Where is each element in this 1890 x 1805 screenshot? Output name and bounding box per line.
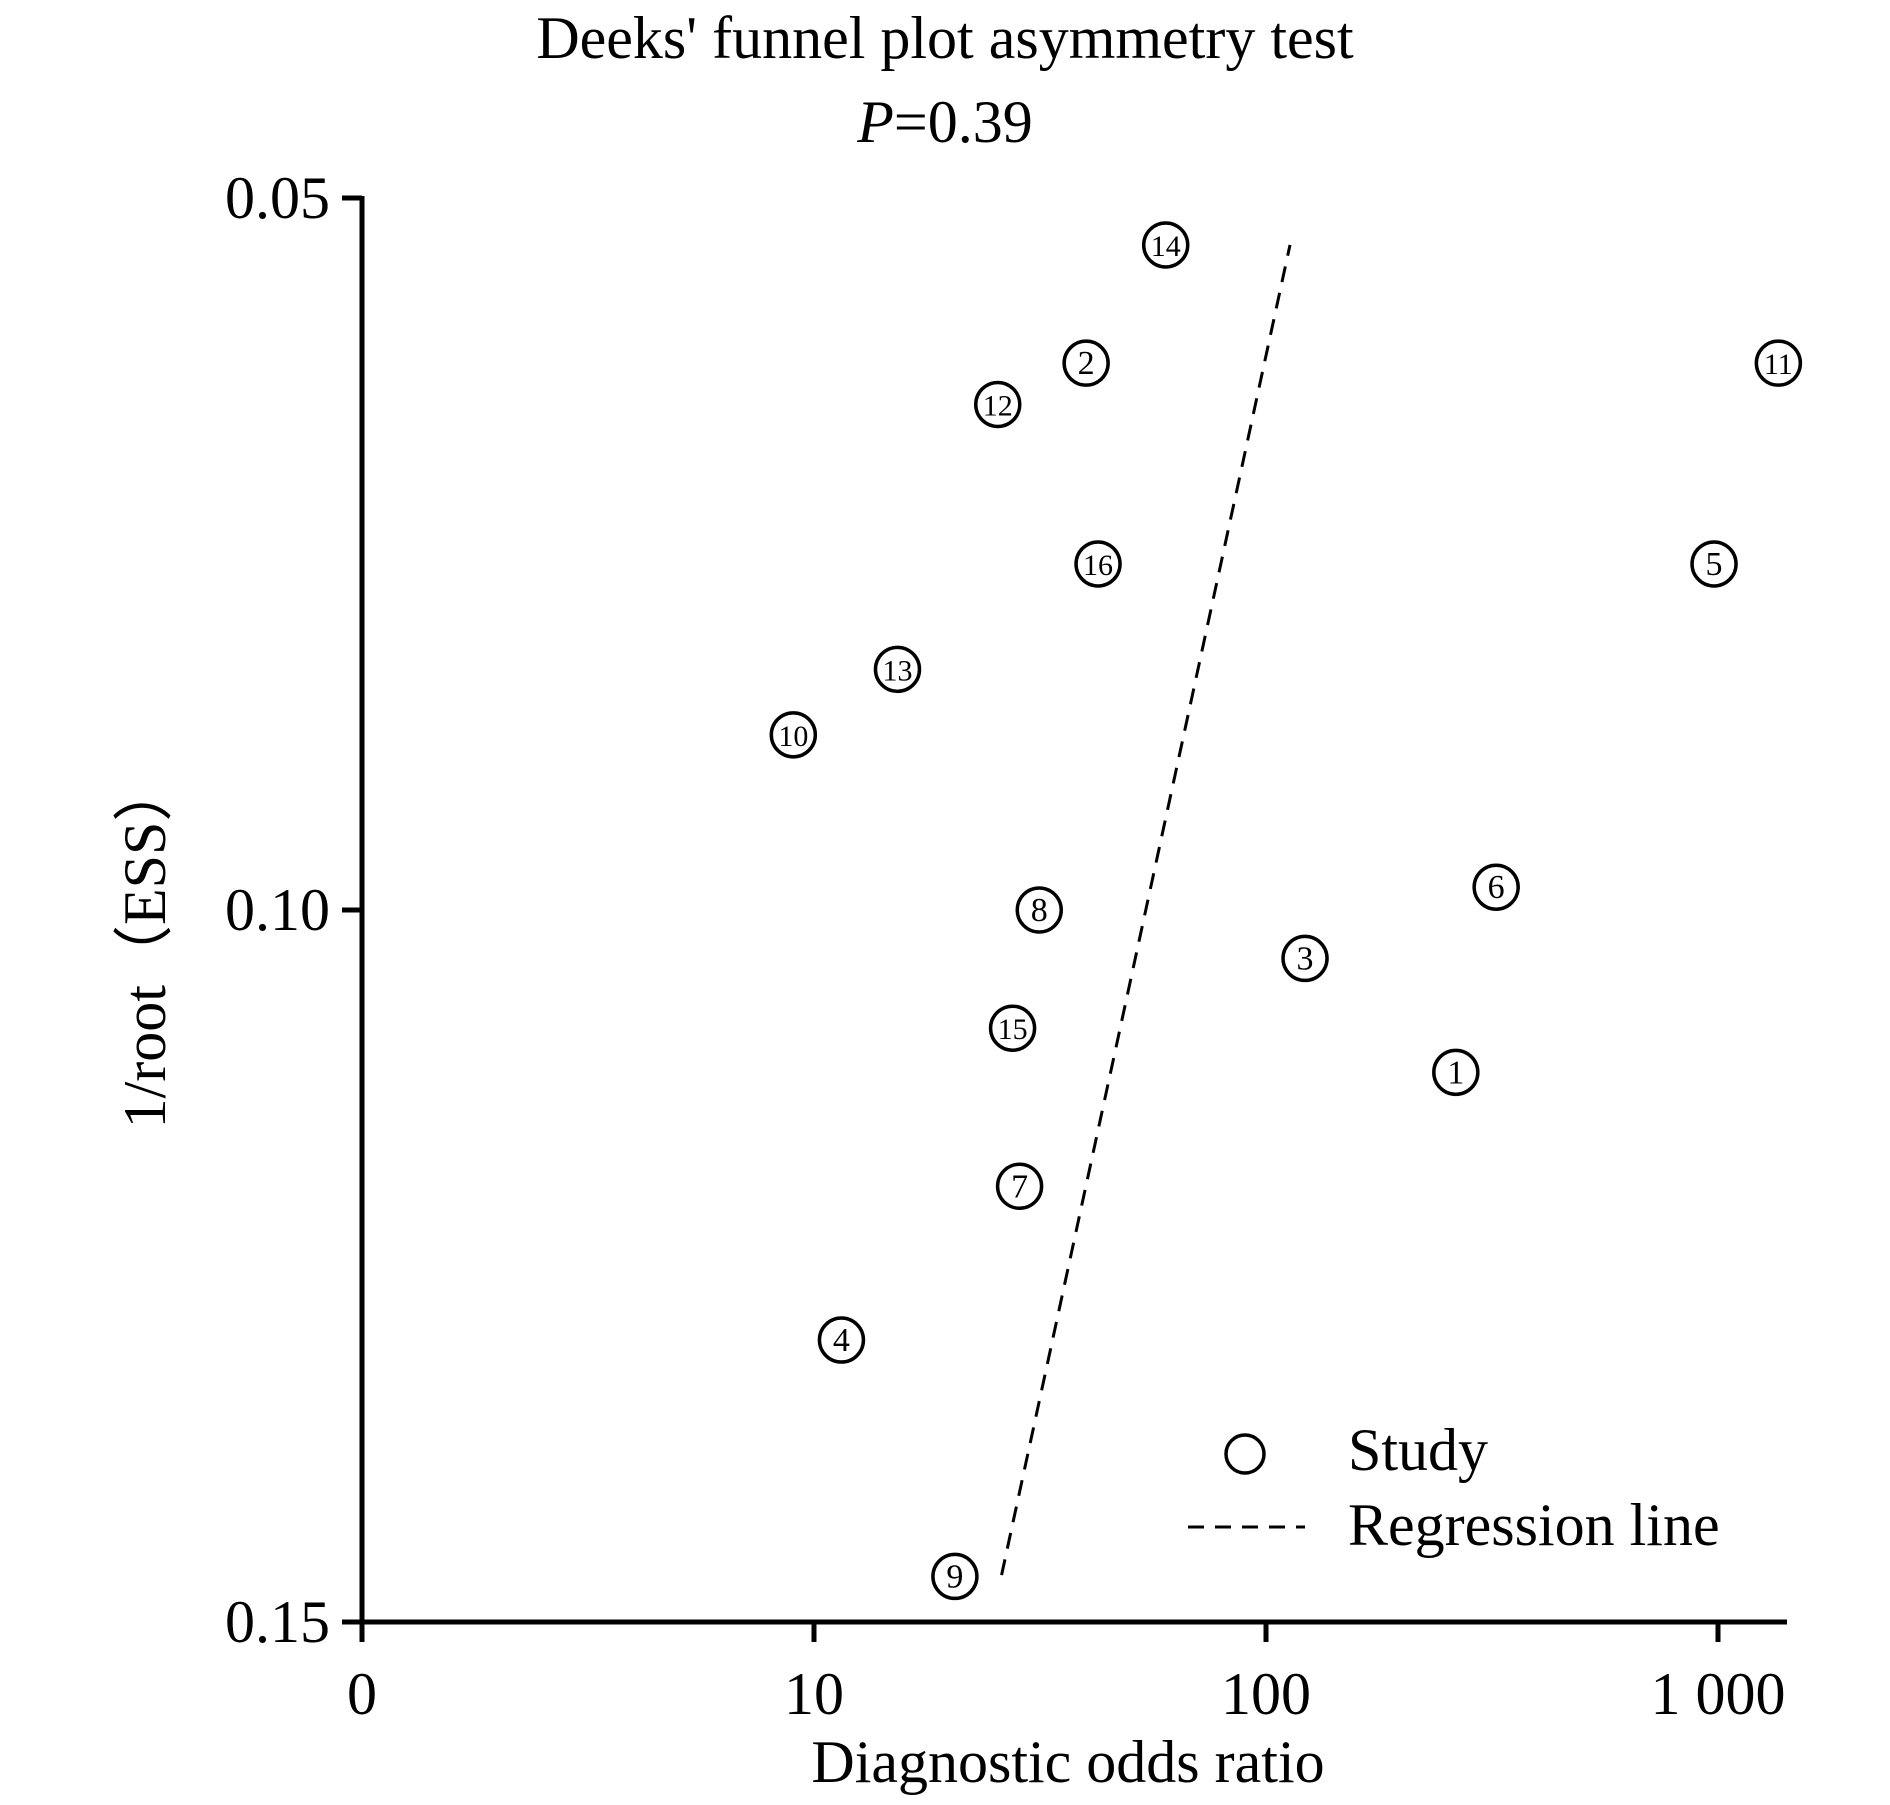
study-marker — [995, 1162, 1044, 1211]
legend-regression-label: Regression line — [1348, 1492, 1720, 1558]
study-point: 5 — [1690, 540, 1738, 588]
study-point: 12 — [974, 380, 1022, 429]
axes — [359, 196, 1787, 1625]
x-tick-label: 1 000 — [1651, 1661, 1786, 1727]
study-id-label: 10 — [778, 720, 808, 753]
study-point: 11 — [1754, 339, 1803, 387]
study-id-label: 15 — [998, 1013, 1028, 1046]
study-point: 13 — [873, 645, 922, 694]
study-point: 10 — [769, 711, 818, 759]
study-id-label: 7 — [1011, 1168, 1028, 1205]
study-point: 8 — [1015, 886, 1063, 934]
chart-subtitle: P=0.39 — [0, 92, 1890, 152]
study-marker — [1472, 863, 1520, 911]
y-tick-label: 0.05 — [225, 165, 330, 231]
study-id-label: 9 — [946, 1558, 963, 1595]
p-value-prefix: P — [857, 89, 894, 155]
x-tick-label: 0 — [347, 1661, 377, 1727]
study-marker — [817, 1316, 866, 1364]
study-point: 7 — [995, 1162, 1044, 1211]
regression-line — [1000, 244, 1292, 1576]
legend-study-symbol — [1224, 1433, 1266, 1475]
study-marker — [1062, 339, 1110, 387]
study-id-label: 2 — [1078, 345, 1095, 382]
study-id-label: 14 — [1151, 230, 1181, 263]
study-marker — [974, 380, 1022, 429]
study-id-label: 1 — [1447, 1054, 1464, 1091]
x-tick-label: 100 — [1221, 1661, 1311, 1727]
y-tick-label: 0.10 — [225, 877, 330, 943]
study-marker — [1141, 221, 1190, 269]
study-point: 4 — [817, 1316, 866, 1364]
p-value: =0.39 — [893, 89, 1033, 155]
study-marker — [873, 645, 922, 694]
study-marker — [1281, 934, 1329, 983]
axis-ticks: 0.05 0.10 0.15 0 10 100 1 000 — [225, 165, 1786, 1727]
study-point: 15 — [988, 1004, 1037, 1052]
study-marker — [1074, 540, 1122, 588]
y-axis-label: 1/root（ESS） — [112, 762, 178, 1129]
study-point: 9 — [931, 1552, 979, 1601]
study-id-label: 4 — [833, 1322, 850, 1359]
study-id-label: 11 — [1764, 348, 1793, 381]
y-tick-label: 0.15 — [225, 1589, 330, 1655]
chart-title: Deeks' funnel plot asymmetry test — [536, 5, 1354, 71]
x-tick-label: 10 — [784, 1661, 844, 1727]
study-point: 6 — [1472, 863, 1520, 911]
study-point: 2 — [1062, 339, 1110, 387]
study-id-label: 13 — [882, 654, 912, 687]
study-id-label: 3 — [1297, 940, 1314, 977]
study-marker — [769, 711, 818, 759]
study-id-label: 5 — [1706, 546, 1723, 583]
regression-layer — [1000, 244, 1292, 1576]
study-marker — [1754, 339, 1803, 387]
study-id-label: 16 — [1083, 549, 1113, 582]
study-marker — [1015, 886, 1063, 934]
study-marker — [931, 1552, 979, 1601]
study-marker — [988, 1004, 1037, 1052]
study-id-label: 8 — [1031, 892, 1048, 929]
study-marker — [1432, 1048, 1480, 1097]
study-point: 16 — [1074, 540, 1122, 588]
study-point: 1 — [1432, 1048, 1480, 1097]
study-point: 14 — [1141, 221, 1190, 269]
study-marker — [1690, 540, 1738, 588]
study-id-label: 12 — [983, 389, 1013, 422]
x-axis-label: Diagnostic odds ratio — [811, 1729, 1324, 1795]
study-id-label: 6 — [1488, 869, 1505, 906]
study-point: 3 — [1281, 934, 1329, 983]
legend: Study Regression line — [1188, 1417, 1720, 1558]
legend-study-label: Study — [1348, 1417, 1488, 1483]
